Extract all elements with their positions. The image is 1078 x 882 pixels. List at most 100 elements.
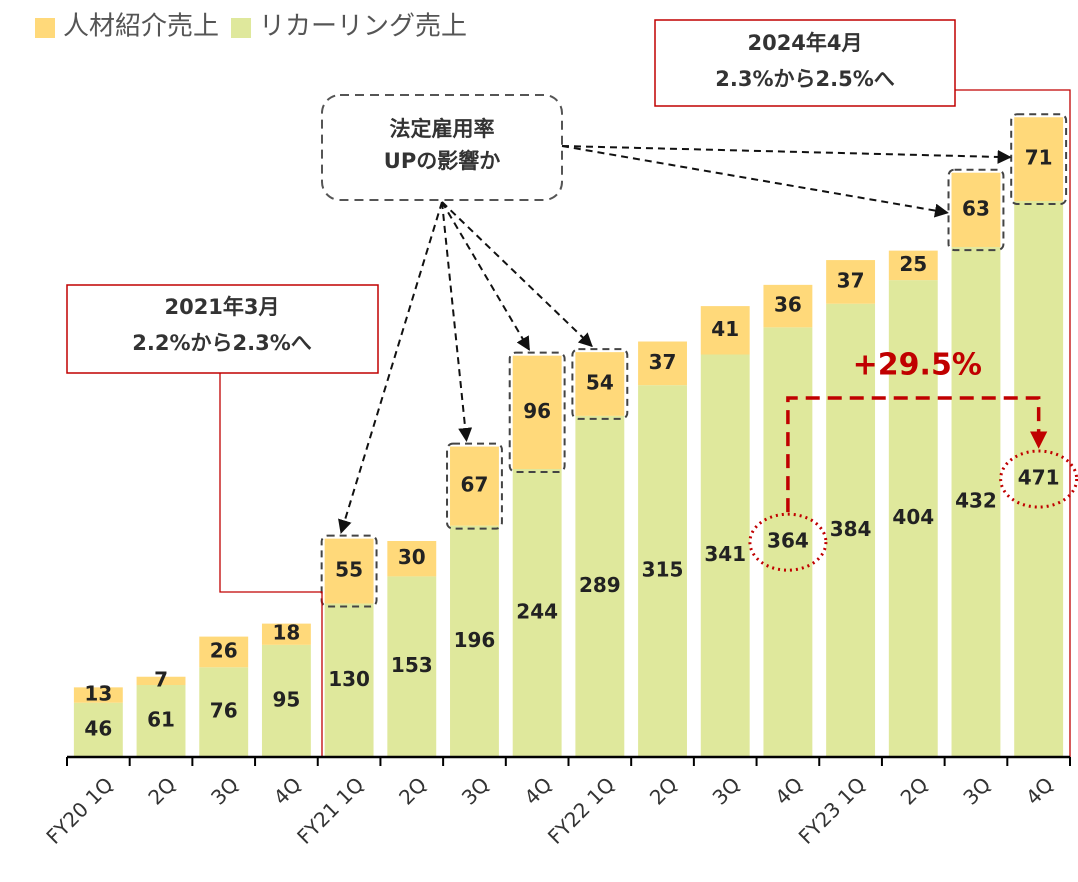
bar-segment (575, 352, 625, 416)
leader-line (219, 372, 323, 757)
bar-segment (700, 306, 750, 355)
cause-text: UPの影響か (384, 149, 500, 173)
data-label: 37 (649, 350, 677, 374)
legend-swatch (35, 18, 55, 38)
x-tick-label: 4Q (269, 772, 306, 809)
bar-segment (1014, 201, 1064, 758)
growth-label: +29.5% (853, 348, 982, 383)
data-label: 61 (147, 707, 175, 731)
x-tick-label: 3Q (958, 772, 995, 809)
data-label: 244 (516, 599, 558, 623)
x-tick-label: 2Q (143, 772, 180, 809)
note-text: 2021年3月 (164, 295, 279, 319)
bar-segment (638, 385, 687, 757)
highlight-box (947, 168, 1005, 252)
bar-segment (951, 172, 1001, 248)
data-label: 130 (328, 667, 370, 691)
bar-segment (763, 284, 813, 328)
note-text: 2.2%から2.3%へ (132, 331, 311, 355)
cause-text: 法定雇用率 (390, 117, 495, 141)
bar-segment (136, 684, 186, 757)
note-box (654, 19, 956, 107)
x-tick-label: FY21 1Q (292, 772, 368, 848)
x-tick-label: 3Q (206, 772, 243, 809)
bar-segment (575, 415, 625, 757)
bar-segment (387, 540, 437, 577)
x-tick-label: 2Q (896, 772, 933, 809)
data-label: 95 (272, 687, 300, 711)
bar-segment (951, 247, 1001, 758)
arrow (561, 145, 949, 218)
x-tick-label: FY20 1Q (41, 772, 117, 848)
arrow (441, 201, 473, 442)
bar-segment (638, 341, 687, 386)
data-label: 30 (398, 545, 426, 569)
data-label: 96 (523, 399, 551, 423)
leader-line (955, 89, 1071, 757)
bar-segment (826, 303, 876, 757)
bar-segment (512, 355, 562, 469)
legend-label: 人材紹介売上 (63, 12, 219, 42)
arrow (441, 201, 531, 351)
bar-segment (199, 667, 249, 757)
x-tick-label: 3Q (457, 772, 494, 809)
note-box (66, 284, 379, 374)
note-text: 2024年4月 (747, 31, 862, 55)
data-label: 55 (335, 558, 363, 582)
cause-box (321, 94, 563, 201)
x-tick-label: 2Q (394, 772, 431, 809)
x-tick-label: 4Q (770, 772, 807, 809)
bar-segment (826, 260, 876, 304)
data-label: 364 (767, 529, 809, 553)
data-label: 432 (955, 489, 997, 513)
x-tick-label: 4Q (1021, 772, 1058, 809)
x-tick-label: FY22 1Q (543, 772, 619, 848)
bar-segment (261, 644, 311, 757)
data-label: 46 (84, 716, 112, 740)
data-label: 67 (461, 473, 489, 497)
bar-segment (199, 636, 249, 668)
bar-segment (700, 354, 750, 757)
data-label: 289 (579, 573, 621, 597)
data-label: 25 (899, 252, 927, 276)
data-label: 63 (962, 196, 990, 220)
data-label: 71 (1025, 146, 1053, 170)
growth-bracket (786, 396, 1048, 513)
data-label: 18 (272, 621, 300, 645)
bar-segment (324, 603, 374, 757)
bar-segment (261, 623, 311, 645)
bar-segment (512, 468, 562, 757)
data-label: 41 (711, 317, 739, 341)
bar-segment (888, 250, 938, 281)
arrow (561, 145, 1012, 164)
bar-segment (324, 538, 374, 604)
data-label: 37 (837, 268, 865, 292)
bar-segment (73, 687, 123, 703)
highlight-circle (999, 449, 1078, 509)
data-label: 54 (586, 371, 614, 395)
data-label: 76 (210, 699, 238, 723)
data-label: 196 (454, 628, 496, 652)
bar-segment (450, 446, 499, 526)
data-label: 7 (154, 667, 168, 691)
legend-swatch (231, 18, 252, 38)
data-label: 36 (774, 293, 802, 317)
data-label: 384 (830, 517, 872, 541)
x-tick-label: 3Q (708, 772, 745, 809)
bar-segment (387, 576, 437, 757)
data-label: 153 (391, 653, 433, 677)
x-tick-label: 2Q (645, 772, 682, 809)
bar-segment (1014, 117, 1064, 202)
data-label: 404 (892, 505, 934, 529)
highlight-circle (748, 512, 828, 572)
note-text: 2.3%から2.5%へ (715, 67, 894, 91)
arrow (338, 201, 443, 534)
x-tick-label: FY23 1Q (794, 772, 870, 848)
data-label: 341 (704, 542, 746, 566)
bar-segment (136, 676, 186, 685)
arrow (441, 201, 593, 348)
data-label: 471 (1018, 466, 1060, 490)
bar-segment (888, 280, 938, 757)
data-label: 13 (84, 682, 112, 706)
